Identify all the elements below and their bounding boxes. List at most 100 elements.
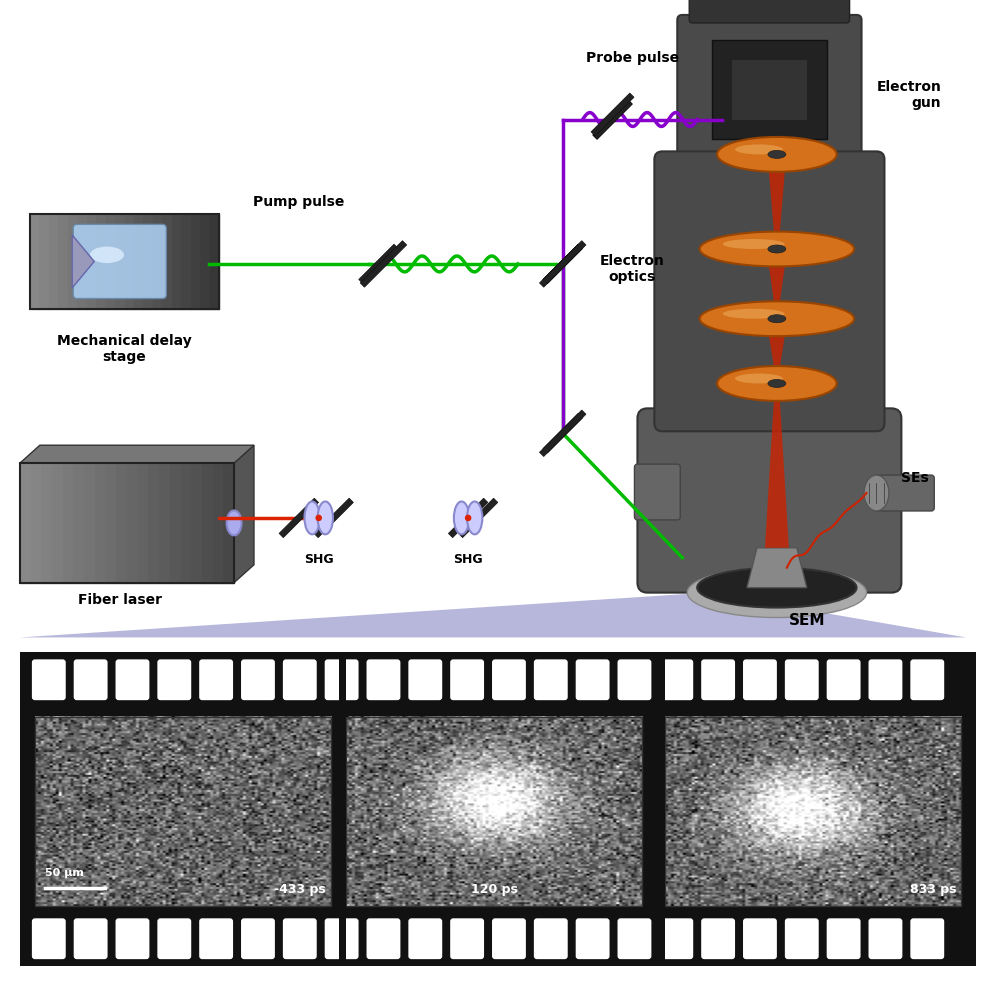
- Ellipse shape: [768, 150, 786, 158]
- Bar: [347, 717, 642, 906]
- FancyBboxPatch shape: [325, 659, 359, 700]
- FancyBboxPatch shape: [873, 475, 934, 511]
- FancyBboxPatch shape: [743, 918, 777, 959]
- Text: Pump pulse: Pump pulse: [253, 195, 345, 209]
- Text: SEs: SEs: [901, 471, 929, 485]
- Bar: [68, 214, 77, 309]
- Polygon shape: [540, 241, 586, 287]
- FancyBboxPatch shape: [869, 918, 902, 959]
- Polygon shape: [359, 244, 398, 284]
- Bar: [137, 463, 148, 583]
- Bar: [169, 463, 180, 583]
- Bar: [712, 40, 827, 139]
- Polygon shape: [279, 498, 319, 538]
- Polygon shape: [769, 266, 785, 302]
- Ellipse shape: [318, 501, 333, 534]
- Bar: [42, 463, 52, 583]
- Ellipse shape: [768, 379, 786, 387]
- Bar: [95, 463, 106, 583]
- FancyBboxPatch shape: [199, 659, 233, 700]
- Ellipse shape: [865, 475, 889, 511]
- FancyBboxPatch shape: [827, 918, 861, 959]
- Bar: [74, 463, 84, 583]
- Bar: [116, 214, 124, 309]
- Ellipse shape: [697, 568, 857, 608]
- Polygon shape: [543, 413, 583, 453]
- Polygon shape: [20, 593, 966, 637]
- Bar: [209, 214, 219, 309]
- Bar: [665, 717, 961, 906]
- FancyBboxPatch shape: [492, 659, 526, 700]
- FancyBboxPatch shape: [910, 659, 944, 700]
- Bar: [35, 717, 331, 906]
- FancyBboxPatch shape: [659, 918, 693, 959]
- Ellipse shape: [687, 568, 867, 618]
- Circle shape: [316, 515, 322, 521]
- Bar: [172, 214, 181, 309]
- Bar: [657, 652, 665, 966]
- Bar: [78, 214, 87, 309]
- FancyBboxPatch shape: [450, 918, 484, 959]
- Polygon shape: [72, 235, 95, 288]
- FancyBboxPatch shape: [576, 659, 610, 700]
- Polygon shape: [543, 244, 583, 284]
- Polygon shape: [458, 498, 498, 538]
- Bar: [202, 463, 213, 583]
- Ellipse shape: [723, 309, 785, 319]
- FancyBboxPatch shape: [74, 224, 166, 299]
- Ellipse shape: [768, 315, 786, 323]
- FancyBboxPatch shape: [283, 659, 317, 700]
- FancyBboxPatch shape: [367, 918, 400, 959]
- Text: SHG: SHG: [304, 553, 334, 566]
- FancyBboxPatch shape: [325, 918, 359, 959]
- Bar: [200, 214, 209, 309]
- Polygon shape: [543, 244, 583, 284]
- Bar: [52, 463, 63, 583]
- Bar: [117, 463, 127, 583]
- Bar: [124, 214, 133, 309]
- Bar: [133, 214, 143, 309]
- Bar: [40, 214, 49, 309]
- FancyBboxPatch shape: [116, 659, 149, 700]
- Polygon shape: [543, 244, 583, 284]
- Text: 833 ps: 833 ps: [909, 883, 956, 896]
- FancyBboxPatch shape: [367, 659, 400, 700]
- FancyBboxPatch shape: [785, 918, 819, 959]
- Bar: [59, 214, 68, 309]
- Bar: [87, 214, 96, 309]
- Polygon shape: [540, 410, 586, 456]
- Polygon shape: [314, 498, 354, 538]
- Polygon shape: [769, 171, 785, 232]
- Bar: [49, 214, 59, 309]
- FancyBboxPatch shape: [157, 659, 191, 700]
- Bar: [180, 463, 191, 583]
- FancyBboxPatch shape: [910, 918, 944, 959]
- Bar: [20, 463, 31, 583]
- Bar: [63, 463, 74, 583]
- Ellipse shape: [699, 232, 855, 266]
- Ellipse shape: [723, 239, 785, 249]
- FancyBboxPatch shape: [534, 659, 568, 700]
- Bar: [30, 214, 40, 309]
- FancyBboxPatch shape: [701, 659, 735, 700]
- Polygon shape: [20, 445, 254, 463]
- FancyBboxPatch shape: [534, 918, 568, 959]
- Bar: [223, 463, 234, 583]
- FancyBboxPatch shape: [199, 918, 233, 959]
- Bar: [106, 463, 117, 583]
- Polygon shape: [234, 445, 254, 583]
- FancyBboxPatch shape: [827, 659, 861, 700]
- FancyBboxPatch shape: [677, 15, 862, 164]
- FancyBboxPatch shape: [408, 918, 442, 959]
- Bar: [20, 652, 976, 966]
- Polygon shape: [593, 100, 632, 139]
- Text: 50 μm: 50 μm: [45, 869, 84, 878]
- Ellipse shape: [90, 247, 124, 263]
- Ellipse shape: [226, 510, 241, 536]
- FancyBboxPatch shape: [74, 918, 108, 959]
- Polygon shape: [769, 336, 785, 367]
- Bar: [159, 463, 169, 583]
- FancyBboxPatch shape: [743, 659, 777, 700]
- FancyBboxPatch shape: [785, 659, 819, 700]
- Ellipse shape: [305, 501, 320, 534]
